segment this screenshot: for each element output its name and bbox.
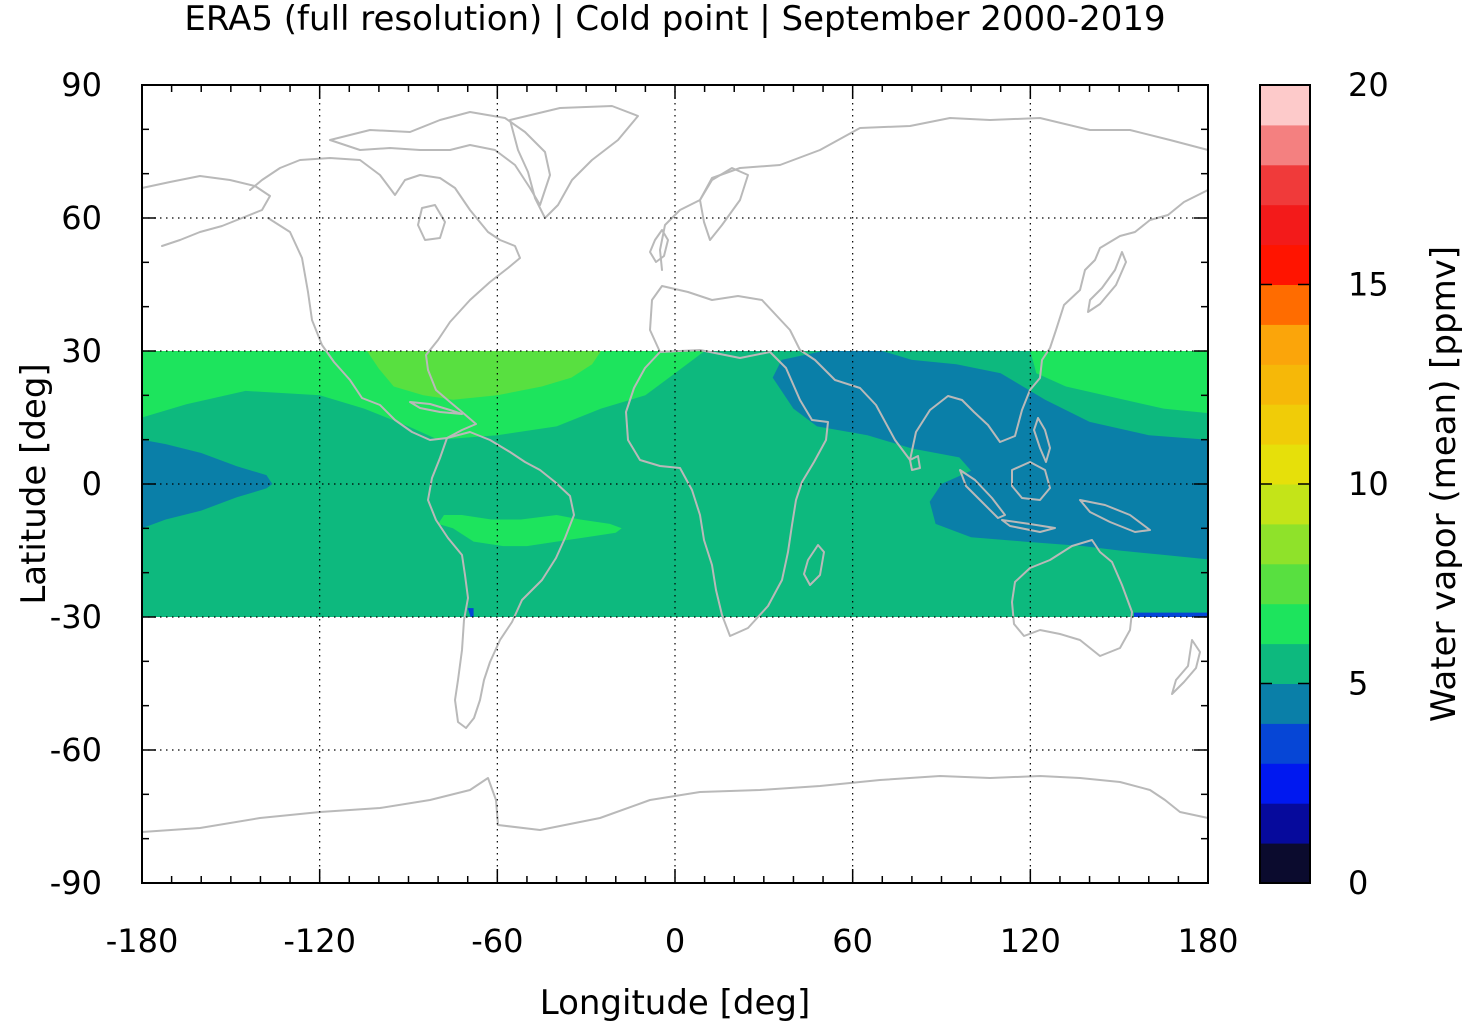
water-vapor-field [142,351,1208,617]
coastline-africa [625,349,829,637]
contour-region-3-4-8 [1134,612,1208,617]
coastline-java [1001,519,1056,533]
colorbar-swatch [1260,364,1310,405]
colorbar-swatch [1260,124,1310,166]
chart-title: ERA5 (full resolution) | Cold point | Se… [184,0,1165,39]
colorbar-swatch [1260,484,1310,525]
colorbar-tick-label: 10 [1348,465,1389,503]
colorbar-swatch [1260,643,1310,684]
coastline-eurasia [649,117,1209,461]
coastline-british-isles [649,229,669,263]
colorbar-swatch [1260,803,1310,844]
colorbar-swatch [1260,404,1310,445]
colorbar-ticks: 20 15 10 5 0 [1260,66,1389,902]
x-tick-label: 0 [665,922,685,960]
colorbar-swatch [1260,85,1310,126]
y-tick-label: 60 [61,199,102,237]
colorbar-tick-label: 0 [1348,864,1368,902]
coastline-alaska [141,175,271,247]
contour-region-6-7-3 [438,515,622,547]
y-tick-label: -90 [50,864,102,902]
colorbar-swatch [1260,763,1310,804]
coastline-madagascar [803,544,825,586]
x-tick-label: 120 [1000,922,1061,960]
contour-region-6-7-4 [1030,351,1208,414]
colorbar-swatch [1260,324,1310,365]
y-tick-label: -30 [50,598,102,636]
coastline-new-guinea [1079,499,1151,533]
y-tick-label: 0 [82,465,102,503]
colorbar-swatch [1260,603,1310,645]
coastline-antarctica [141,775,1209,833]
colorbar-swatch [1260,843,1310,884]
y-tick-label: 90 [61,66,102,104]
y-tick-label: -60 [50,731,102,769]
coastline-north-america [249,157,521,441]
colorbar-swatches [1260,85,1310,884]
coastline-borneo [1011,461,1051,501]
contour-region-3-4-7 [467,608,474,617]
colorbar-tick-label: 5 [1348,665,1368,703]
y-axis-label: Latitude [deg] [14,363,54,604]
x-tick-label: -60 [471,922,523,960]
colorbar-swatch [1260,563,1310,605]
coastline-map [141,105,1209,833]
colorbar: 20 15 10 5 0 [1259,66,1389,902]
colorbar-swatch [1260,244,1310,285]
colorbar-swatch [1260,164,1310,206]
x-tick-label: -120 [283,922,356,960]
coastline-greenland [509,105,639,219]
coastline-south-america [427,431,575,729]
coastline-philippines [1033,417,1051,463]
coastline-cuba [409,401,463,415]
colorbar-label: Water vapor (mean) [ppmv] [1424,246,1464,722]
colorbar-swatch [1260,284,1310,325]
colorbar-tick-label: 20 [1348,66,1389,104]
colorbar-swatch [1260,204,1310,246]
plot-area: -180 -120 -60 0 60 120 180 90 60 30 0 -30 -60 -90 [50,66,1239,960]
x-tick-label: 60 [832,922,873,960]
colorbar-tick-label: 15 [1348,266,1389,304]
colorbar-swatch [1260,444,1310,485]
contour-region-4-5-6 [772,351,1208,560]
grid-lines [142,85,1208,883]
x-tick-label: -180 [106,922,179,960]
y-tick-marks: 90 60 30 0 -30 -60 -90 [50,66,1208,902]
contour-region-4-5-5 [142,439,273,529]
coastline-scandinavia [699,167,749,241]
x-tick-label: 180 [1177,922,1238,960]
coastline-arctic-islands [329,111,551,206]
coastline-australia [1011,539,1133,657]
coastline-japan [1087,251,1127,313]
y-tick-label: 30 [61,332,102,370]
x-axis-label: Longitude [deg] [540,983,811,1023]
contour-region-7-8-2 [367,351,601,400]
coastline-new-zealand [1171,639,1201,695]
colorbar-swatch [1260,683,1310,724]
colorbar-swatch [1260,723,1310,764]
coastline-sumatra [959,469,1006,519]
coastline-hudson-bay [417,204,446,241]
coastline-sri-lanka [909,455,921,471]
colorbar-swatch [1260,523,1310,565]
x-tick-marks: -180 -120 -60 0 60 120 180 [106,85,1239,960]
